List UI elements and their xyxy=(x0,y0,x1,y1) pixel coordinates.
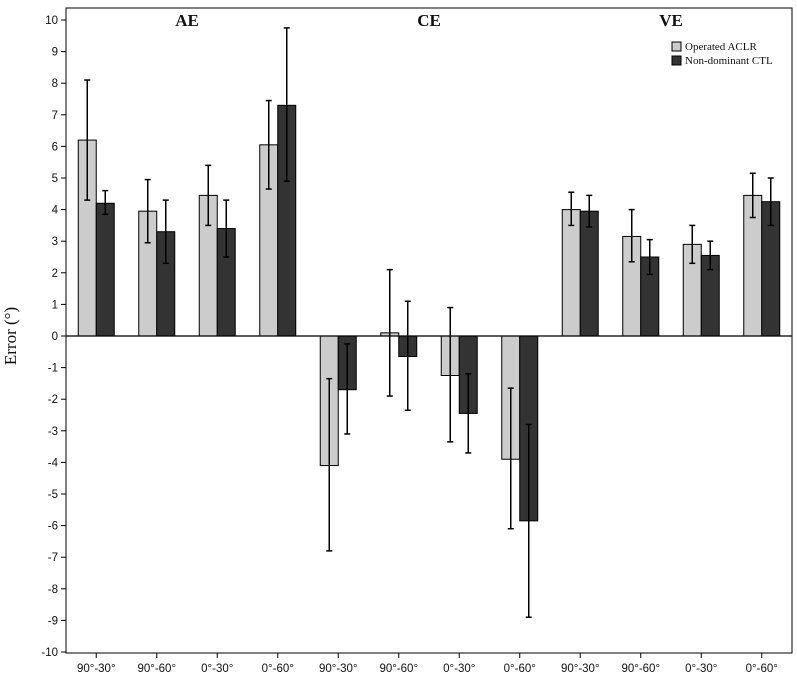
y-tick-label: -9 xyxy=(48,615,58,627)
y-tick-label: -3 xyxy=(48,426,58,438)
x-tick-label: 90°-30° xyxy=(319,663,358,675)
y-tick-label: -1 xyxy=(48,363,58,375)
group-label: AE xyxy=(175,11,199,30)
y-tick-label: 3 xyxy=(52,236,58,248)
y-tick-label: -7 xyxy=(48,552,58,564)
x-tick-label: 90°-60° xyxy=(621,663,660,675)
group-labels: AE CE VE xyxy=(175,11,683,30)
y-tick-label: 1 xyxy=(52,299,58,311)
x-tick-label: 0°-60° xyxy=(262,663,294,675)
legend: Operated ACLR Non-dominant CTL xyxy=(671,41,773,67)
y-tick-label: 6 xyxy=(52,141,58,153)
x-axis: 90°-30° 90°-60° 0°-30° 0°-60° 90°-30° 90°-60°… xyxy=(77,653,778,675)
y-tick-label: 8 xyxy=(52,78,58,90)
bar xyxy=(95,202,115,337)
y-tick-label: 9 xyxy=(52,47,58,59)
group-label: VE xyxy=(659,11,683,30)
y-tick-label: 10 xyxy=(45,15,58,27)
legend-label-operated: Operated ACLR xyxy=(685,41,757,53)
y-tick-label: -4 xyxy=(48,457,59,469)
group-label: CE xyxy=(417,11,441,30)
legend-swatch-operated xyxy=(671,41,682,52)
y-tick-label: -10 xyxy=(41,647,58,659)
y-tick-label: 2 xyxy=(52,268,58,280)
y-tick-label: -6 xyxy=(48,521,58,533)
x-tick-label: 90°-60° xyxy=(379,663,418,675)
y-tick-label: 4 xyxy=(52,205,59,217)
plot-frame xyxy=(65,7,793,654)
bar xyxy=(561,209,581,337)
y-tick-label: -8 xyxy=(48,584,58,596)
x-tick-label: 90°-30° xyxy=(77,663,116,675)
x-tick-label: 90°-30° xyxy=(561,663,600,675)
x-tick-label: 0°-30° xyxy=(443,663,475,675)
bars xyxy=(77,104,781,522)
legend-label-nondominant: Non-dominant CTL xyxy=(685,55,773,67)
x-tick-label: 0°-60° xyxy=(504,663,536,675)
error-bars xyxy=(84,27,774,618)
x-tick-label: 90°-60° xyxy=(137,663,176,675)
y-tick-label: 7 xyxy=(52,110,58,122)
x-tick-label: 0°-30° xyxy=(685,663,717,675)
y-tick-label: 0 xyxy=(52,331,58,343)
y-tick-label: -5 xyxy=(48,489,58,501)
y-tick-label: 5 xyxy=(52,173,58,185)
legend-swatch-nondominant xyxy=(671,55,682,66)
bar xyxy=(579,210,599,337)
x-tick-label: 0°-60° xyxy=(746,663,778,675)
y-axis-title: Error (°) xyxy=(1,307,20,365)
y-tick-label: -2 xyxy=(48,394,58,406)
x-tick-label: 0°-30° xyxy=(201,663,233,675)
